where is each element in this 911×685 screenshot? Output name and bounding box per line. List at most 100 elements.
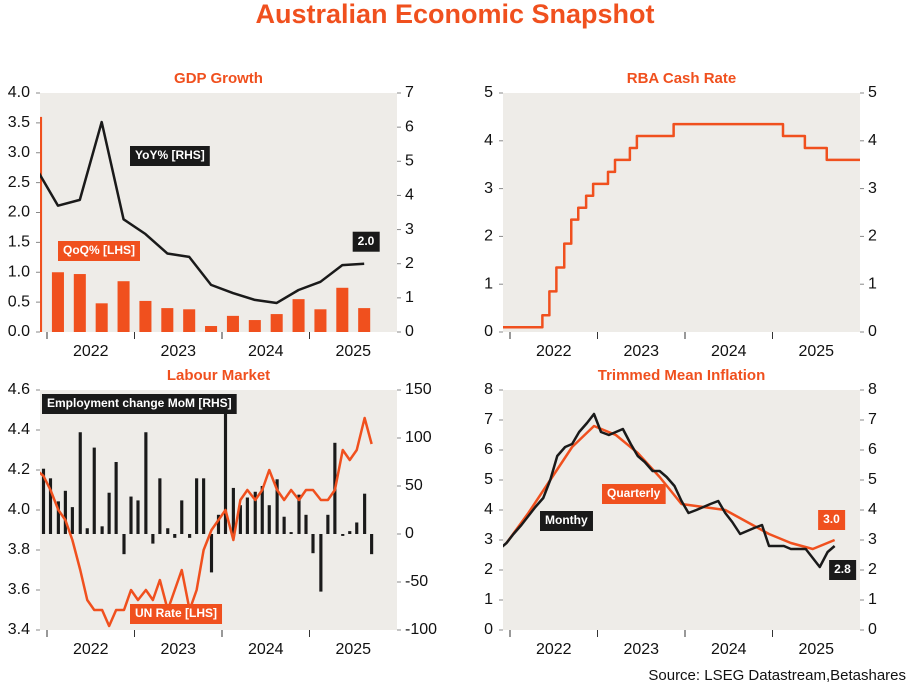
bar: [223, 412, 228, 534]
x-tick-label: 2025: [798, 641, 834, 658]
y2-tick-label: 50: [405, 477, 423, 494]
legend-label-text: UN Rate [LHS]: [135, 606, 217, 620]
bar: [311, 534, 315, 554]
bar: [100, 526, 104, 534]
y2-tick-label: 100: [405, 429, 432, 446]
bar: [85, 528, 89, 534]
plot: [40, 412, 374, 628]
y2-tick-label: 8: [868, 381, 877, 398]
x-tick-label: 2023: [160, 641, 196, 658]
y-tick-label: 3.5: [8, 114, 30, 131]
y-tick-label: 4.6: [8, 381, 30, 398]
y-tick-label: 0.0: [8, 323, 30, 340]
bar: [73, 274, 86, 332]
bar: [151, 534, 155, 544]
y2-tick-label: -100: [405, 621, 437, 638]
y2-tick-label: 5: [868, 84, 877, 101]
y2-tick-label: 4: [405, 187, 414, 204]
legend-label: Monthy: [540, 511, 593, 531]
legend-label-box: [58, 241, 140, 261]
x-tick-label: 2024: [711, 641, 747, 658]
y2-tick-label: 2: [405, 255, 414, 272]
value-label-text: 2.8: [834, 562, 851, 576]
bar: [107, 492, 111, 534]
x-tick-label: 2025: [798, 343, 834, 360]
y2-tick-label: 4: [868, 132, 877, 149]
bar: [166, 528, 170, 534]
y-tick-label: 4.0: [8, 84, 30, 101]
bar: [114, 462, 118, 534]
panel-title: GDP Growth: [174, 70, 263, 87]
y-tick-label: 2.5: [8, 174, 30, 191]
y-tick-label: 0: [484, 323, 493, 340]
source: Source: LSEG Datastream,Betashares: [648, 667, 906, 684]
bar: [319, 534, 323, 592]
value-label-box: [352, 231, 380, 252]
y-tick-label: 4.4: [8, 421, 30, 438]
y-tick-label: 3.6: [8, 581, 30, 598]
legend-label-box: [130, 604, 223, 624]
bar: [358, 308, 371, 332]
bar: [289, 532, 293, 534]
y2-tick-label: 3: [868, 180, 877, 197]
value-label: 3.0: [818, 510, 846, 530]
bar: [304, 514, 308, 534]
y2-tick-label: 7: [868, 411, 877, 428]
x-tick-label: 2024: [248, 641, 284, 658]
bar: [180, 500, 184, 534]
line: [505, 424, 836, 551]
bar: [117, 281, 130, 332]
bar: [370, 534, 374, 555]
bar: [245, 497, 249, 534]
plot-area: [503, 390, 860, 630]
bar: [188, 534, 192, 538]
bar: [129, 496, 133, 534]
x-tick-label: 2022: [536, 343, 572, 360]
bar: [56, 501, 60, 534]
bar: [78, 432, 82, 534]
y2-tick-label: 0: [868, 621, 877, 638]
bar: [195, 478, 199, 534]
panel-title: RBA Cash Rate: [627, 70, 736, 87]
x-tick-label: 2025: [335, 641, 371, 658]
bar: [48, 478, 53, 534]
y-tick-label: 1.5: [8, 234, 30, 251]
y2-tick-label: 150: [405, 381, 432, 398]
legend-label-text: Monthy: [545, 513, 588, 527]
plot-area: [503, 93, 860, 332]
bar: [226, 315, 239, 332]
bar: [270, 314, 283, 332]
legend-label-text: Employment change MoM [RHS]: [47, 396, 232, 410]
legend-label-box: [42, 394, 237, 414]
y-tick-label: 3.4: [8, 621, 30, 638]
y2-tick-label: 0: [868, 323, 877, 340]
y-tick-label: 2.0: [8, 204, 30, 221]
y-tick-label: 5: [484, 471, 493, 488]
value-label: 2.8: [829, 560, 857, 580]
y2-tick-label: 1: [868, 275, 877, 292]
bar: [183, 309, 196, 332]
bar: [282, 516, 286, 534]
line: [503, 412, 836, 569]
bar: [267, 505, 271, 534]
y-tick-label: 3: [484, 531, 493, 548]
y2-tick-label: 2: [868, 228, 877, 245]
bar: [70, 507, 74, 534]
x-tick-label: 2024: [711, 343, 747, 360]
bar: [136, 500, 140, 534]
y2-tick-label: 1: [405, 289, 414, 306]
y-tick-label: 0: [484, 621, 493, 638]
legend-label-box: [540, 511, 593, 531]
legend-label: Quarterly: [602, 484, 666, 504]
x-tick-label: 2024: [248, 343, 284, 360]
y2-tick-label: 7: [405, 84, 414, 101]
bar: [95, 303, 108, 332]
y-tick-label: 0.5: [8, 293, 30, 310]
plot: [40, 116, 371, 332]
y-tick-label: 1: [484, 275, 493, 292]
bar: [161, 308, 174, 332]
x-tick-label: 2025: [335, 343, 371, 360]
legend-label: YoY% [RHS]: [130, 146, 210, 166]
y-tick-label: 4.2: [8, 461, 30, 478]
